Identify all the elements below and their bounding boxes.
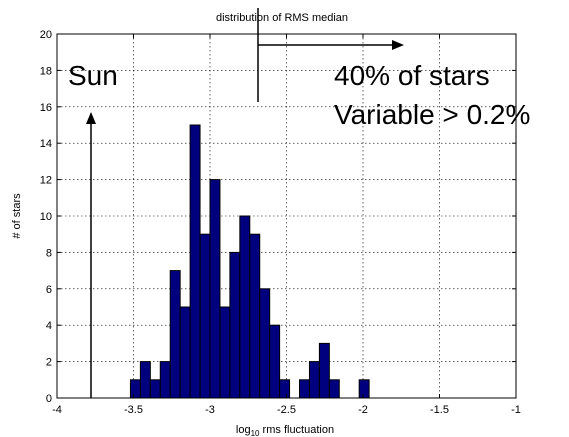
y-tick-label: 4 [46,320,52,332]
chart-title: distribution of RMS median [216,12,348,24]
histogram-bar [160,362,170,398]
y-tick-label: 10 [40,211,52,223]
histogram-bar [250,234,260,398]
histogram-bars [130,125,369,398]
histogram-bar [210,180,220,398]
histogram-bar [130,380,140,398]
histogram-bar [220,307,230,398]
y-tick-label: 2 [46,357,52,369]
sun-arrow-head [86,112,96,124]
histogram-bar [140,362,150,398]
histogram-bar [170,271,180,398]
y-tick-label: 6 [46,284,52,296]
histogram-bar [309,362,319,398]
x-tick-label: -2.5 [277,404,296,416]
histogram-bar [319,343,329,398]
y-tick-label: 16 [40,102,52,114]
histogram-bar [180,307,190,398]
histogram-bar [200,234,210,398]
x-tick-label: -1 [511,404,521,416]
histogram-bar [329,380,339,398]
histogram-bar [280,380,290,398]
y-tick-label: 0 [46,393,52,405]
x-axis-label-log: log [236,424,251,436]
x-axis-label-rest: rms fluctuation [260,424,335,436]
y-axis-label: # of stars [11,193,23,239]
histogram-bar [240,216,250,398]
variable-arrow-head [392,40,404,50]
x-tick-label: -2 [358,404,368,416]
x-tick-label: -1.5 [430,404,449,416]
y-tick-label: 14 [40,138,52,150]
x-tick-label: -4 [52,404,62,416]
histogram-bar [190,125,200,398]
histogram-bar [359,380,369,398]
histogram-bar [260,289,270,398]
histogram-bar [150,380,160,398]
y-tick-label: 12 [40,175,52,187]
x-tick-label: -3.5 [124,404,143,416]
sun-annotation: Sun [68,60,118,92]
x-tick-label: -3 [205,404,215,416]
variable-threshold-annotation: Variable > 0.2% [334,99,530,131]
histogram-bar [230,252,240,398]
histogram-bar [270,325,280,398]
x-axis-label: log10 rms fluctuation [236,424,334,437]
stars-percent-annotation: 40% of stars [334,60,490,92]
y-tick-label: 8 [46,247,52,259]
y-tick-label: 20 [40,29,52,41]
y-tick-label: 18 [40,65,52,77]
histogram-bar [300,380,310,398]
